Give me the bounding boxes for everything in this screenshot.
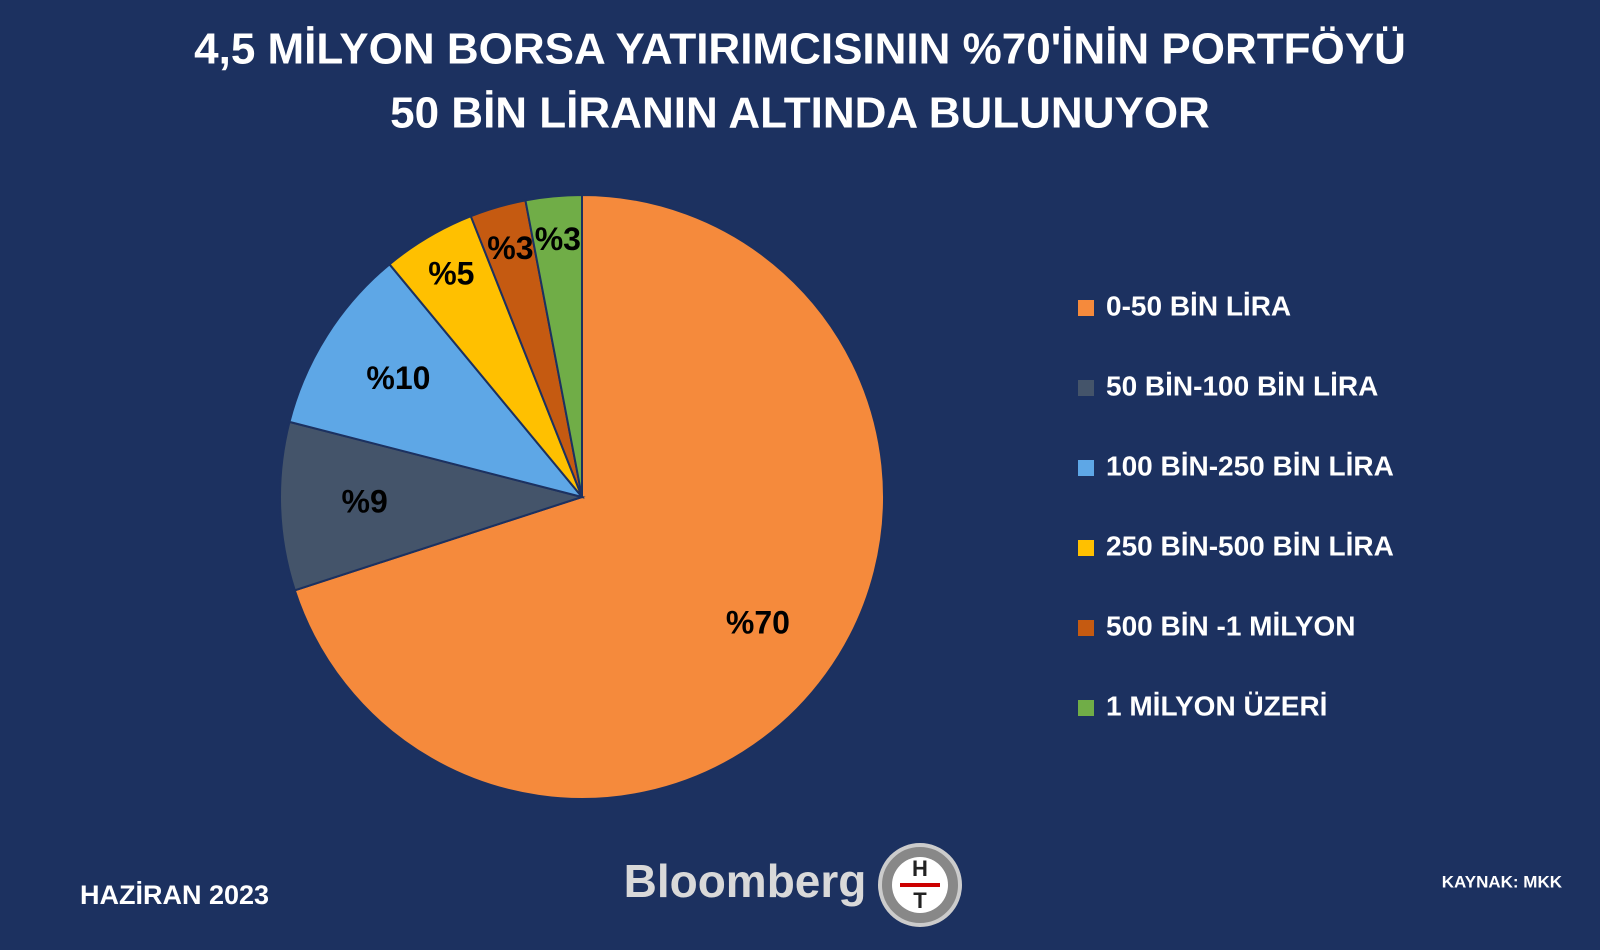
data-label: %3 [535, 221, 581, 257]
legend-swatch [1078, 300, 1094, 316]
pie-slice [279, 420, 586, 592]
legend-swatch [1078, 460, 1094, 476]
legend-label: 100 BİN-250 BİN LİRA [1106, 450, 1394, 481]
data-label: %5 [428, 256, 474, 292]
pie-slice [524, 193, 583, 498]
logo-letter: T [913, 888, 927, 913]
legend-label: 250 BİN-500 BİN LİRA [1106, 530, 1394, 561]
pie-slice [293, 193, 885, 800]
data-label: %70 [726, 604, 790, 640]
date: HAZİRAN 2023 [80, 880, 269, 910]
data-label: %10 [366, 360, 430, 396]
legend-swatch [1078, 620, 1094, 636]
legend-label: 1 MİLYON ÜZERİ [1106, 690, 1327, 721]
chart-title: 4,5 MİLYON BORSA YATIRIMCISININ %70'İNİN… [194, 25, 1406, 74]
legend-label: 500 BİN -1 MİLYON [1106, 610, 1355, 641]
legend-label: 0-50 BİN LİRA [1106, 290, 1291, 321]
pie-slice [288, 262, 585, 499]
legend-label: 50 BİN-100 BİN LİRA [1106, 370, 1378, 401]
legend-swatch [1078, 540, 1094, 556]
chart-title: 50 BİN LİRANIN ALTINDA BULUNUYOR [390, 89, 1210, 138]
brand: Bloomberg [624, 855, 867, 907]
logo-letter: H [912, 856, 928, 881]
legend-swatch [1078, 380, 1094, 396]
data-label: %9 [342, 483, 388, 519]
source: KAYNAK: MKK [1442, 872, 1563, 891]
legend-swatch [1078, 700, 1094, 716]
logo: H T [878, 843, 962, 927]
data-label: %3 [487, 230, 533, 266]
